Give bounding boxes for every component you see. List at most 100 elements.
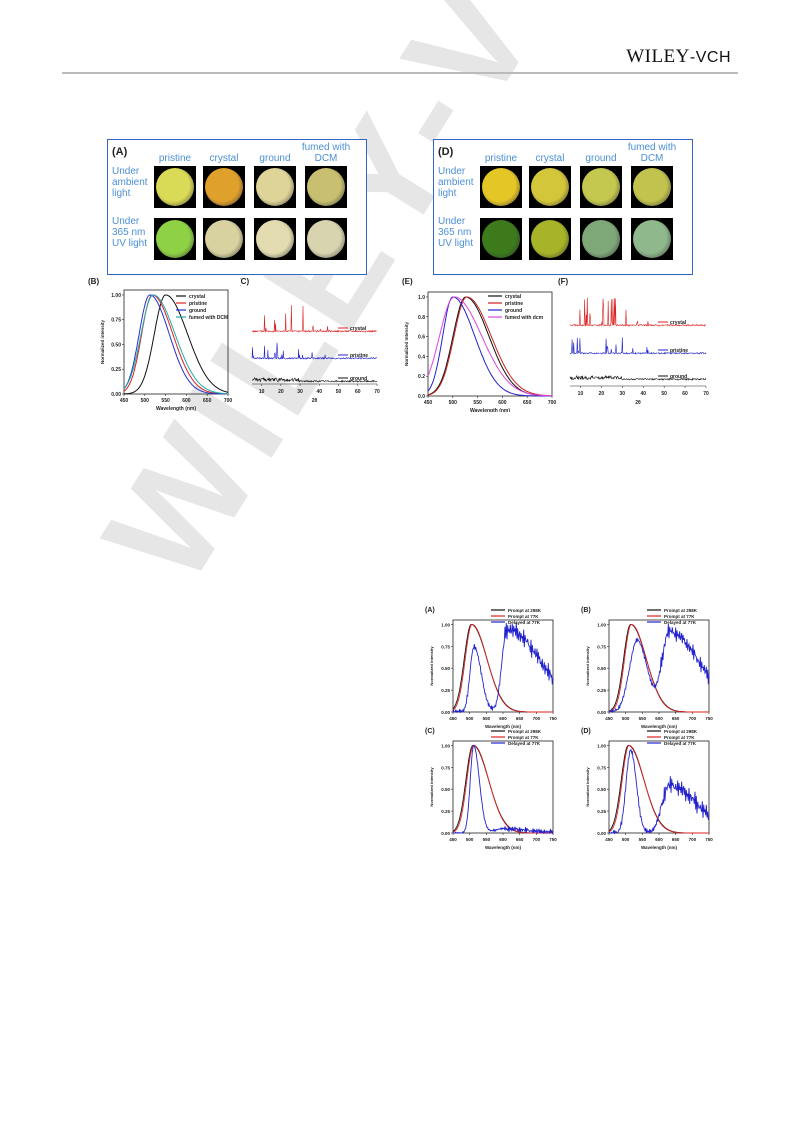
legend-label: Prompt at 298K: [664, 729, 698, 734]
sample-photo: [631, 166, 673, 208]
legend-label: Delayed at 77K: [664, 741, 697, 746]
legend-label: pristine: [350, 353, 368, 359]
legend-label: Prompt at 298K: [664, 608, 698, 613]
series-line: [452, 622, 554, 714]
x-tick-label: 30: [620, 391, 626, 397]
sample-disc: [307, 220, 345, 258]
legend-label: Delayed at 77K: [664, 620, 697, 625]
x-axis-label: Wavelength (nm): [641, 845, 678, 850]
sample-photo: [203, 166, 245, 208]
sample-disc: [307, 168, 345, 206]
x-tick-label: 650: [516, 837, 524, 842]
legend-label: ground: [505, 308, 522, 314]
y-tick-label: 0.8: [418, 315, 425, 321]
series-line: [452, 744, 554, 835]
x-tick-label: 500: [622, 716, 630, 721]
legend-label: crystal: [350, 326, 367, 332]
series-line: [123, 294, 228, 395]
legend-label: Prompt at 298K: [508, 608, 542, 613]
panel-label: (A): [425, 607, 435, 614]
x-tick-label: 50: [336, 389, 342, 395]
series-line: [608, 623, 709, 713]
panel-label: (D): [438, 146, 454, 158]
y-tick-label: 0.00: [597, 710, 606, 715]
y-tick-label: 0.75: [597, 644, 606, 649]
chart-e: (E) 450 500 550 600 650 700 0.0 0.2 0.4 0.6 0.8 1.0 W…: [402, 277, 556, 412]
series-line: [608, 744, 709, 834]
x-tick-label: 700: [224, 398, 233, 404]
x-tick-label: 750: [705, 716, 713, 721]
chart-f: (F) 10 20 30 40 50 60 70 2θ crystal pristine ground: [558, 277, 709, 406]
x-tick-label: 600: [182, 398, 191, 404]
x-tick-label: 750: [549, 716, 557, 721]
legend-label: Prompt at 77K: [508, 735, 539, 740]
sample-photo: [529, 218, 571, 260]
x-tick-label: 50: [661, 391, 667, 397]
sample-disc: [205, 220, 243, 258]
legend-label: Delayed at 77K: [508, 741, 541, 746]
brand-suffix: -VCH: [689, 49, 731, 66]
x-tick-label: 450: [605, 837, 613, 842]
row-header: Under 365 nm UV light: [112, 216, 148, 249]
sample-disc: [531, 168, 569, 206]
xrd-trace: [569, 374, 707, 381]
y-tick-label: 0.00: [111, 392, 121, 398]
x-tick-label: 70: [703, 391, 709, 397]
x-axis-label: 2θ: [312, 398, 318, 404]
x-tick-label: 450: [424, 400, 433, 406]
sample-photo: [154, 218, 196, 260]
y-tick-label: 0.75: [111, 318, 121, 324]
legend-label: fumed with dcm: [505, 315, 544, 321]
sample-disc: [205, 168, 243, 206]
sample-photo: [203, 218, 245, 260]
x-tick-label: 600: [499, 716, 507, 721]
x-tick-label: 40: [640, 391, 646, 397]
x-tick-label: 500: [449, 400, 458, 406]
column-header: ground: [259, 153, 291, 164]
x-tick-label: 30: [297, 389, 303, 395]
legend-label: crystal: [670, 320, 687, 326]
photo-panel-d: (D) pristine crystal ground fumed with DCM Un…: [433, 139, 693, 275]
x-tick-label: 600: [498, 400, 507, 406]
column-header: ground: [585, 153, 617, 164]
chart-c: (C) 10 20 30 40 50 60 70 2θ crystal pristine ground: [240, 277, 380, 404]
sample-disc: [156, 168, 194, 206]
x-tick-label: 550: [161, 398, 170, 404]
legend-label: crystal: [505, 294, 522, 300]
chart-b: (B) 450 500 550 600 650 700 0.00 0.25 0.50 0.75 1.0…: [88, 277, 233, 412]
sample-photo: [254, 166, 296, 208]
x-axis-label: Wavelength (nm): [156, 406, 196, 412]
panel-label: (D): [581, 728, 591, 735]
x-tick-label: 600: [499, 837, 507, 842]
series-line: [427, 296, 553, 397]
x-tick-label: 450: [449, 837, 457, 842]
panel-label: (C): [425, 728, 435, 735]
sample-disc: [582, 168, 620, 206]
series-line: [608, 623, 709, 713]
row-header: Under ambient light: [112, 166, 148, 199]
sample-disc: [633, 168, 671, 206]
column-header: fumed with DCM: [301, 142, 351, 164]
x-tick-label: 650: [516, 716, 524, 721]
photo-panel-a: (A) pristine crystal ground fumed with DCM Un…: [107, 139, 367, 275]
x-tick-label: 750: [705, 837, 713, 842]
y-tick-label: 0.0: [418, 394, 425, 400]
x-tick-label: 600: [655, 837, 663, 842]
plot-frame: [608, 740, 710, 834]
x-tick-label: 550: [483, 716, 491, 721]
series-line: [608, 748, 710, 835]
xrd-trace: [569, 337, 707, 355]
x-tick-label: 600: [655, 716, 663, 721]
plot-frame: [427, 291, 553, 397]
y-tick-label: 0.25: [111, 367, 121, 373]
sample-photo: [580, 166, 622, 208]
y-tick-label: 0.00: [597, 831, 606, 836]
x-tick-label: 700: [533, 716, 541, 721]
y-tick-label: 0.50: [441, 666, 450, 671]
brand-main: WILEY: [626, 46, 690, 67]
sample-disc: [582, 220, 620, 258]
sample-photo: [480, 218, 522, 260]
header-rule: [62, 72, 738, 74]
x-axis-label: Wavelength (nm): [641, 724, 678, 729]
x-tick-label: 500: [466, 716, 474, 721]
